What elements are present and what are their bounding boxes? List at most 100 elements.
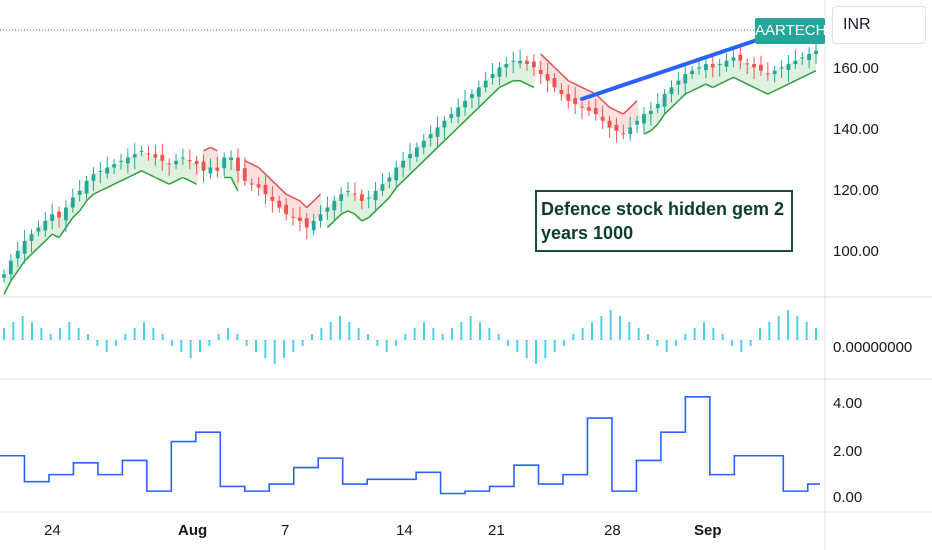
supertrend-line-segment (258, 166, 267, 175)
histogram-bar (675, 340, 677, 346)
time-tick-label: Sep (694, 522, 722, 539)
supertrend-line-segment (182, 176, 191, 182)
histogram-bar (367, 334, 369, 340)
currency-label[interactable]: INR (832, 6, 926, 44)
supertrend-line-segment (292, 196, 301, 202)
histogram-bar (301, 340, 304, 346)
supertrend-line-segment (189, 180, 198, 185)
candle-body (428, 134, 433, 139)
supertrend-line-segment (574, 83, 583, 89)
trend-line[interactable] (580, 38, 759, 101)
histogram-bar (273, 340, 276, 364)
candle-body (222, 157, 227, 169)
candle-body (380, 184, 385, 191)
candle-body (105, 167, 110, 174)
candle-body (587, 107, 591, 111)
histogram-bar (180, 340, 183, 352)
candle-body (786, 64, 791, 71)
time-tick-label: 24 (44, 522, 61, 539)
histogram-bar (96, 340, 99, 346)
ticker-badge[interactable]: AARTECH (755, 18, 826, 44)
histogram-bar (143, 322, 145, 340)
indicator-tick-label: 4.00 (833, 395, 862, 412)
histogram-bar (572, 334, 575, 340)
supertrend-line-segment (51, 233, 60, 239)
histogram-bar (553, 340, 556, 352)
candle-body (690, 70, 695, 75)
candle-body (50, 214, 55, 221)
candle-body (456, 107, 461, 117)
candle-body (242, 168, 247, 181)
supertrend-line-segment (664, 106, 673, 115)
supertrend-line-segment (375, 203, 383, 212)
supertrend-line-segment (726, 76, 734, 82)
supertrend-fill (293, 197, 300, 221)
supertrend-line-segment (161, 180, 170, 185)
supertrend-line-segment (788, 80, 796, 85)
histogram-bar (115, 340, 117, 346)
histogram-bar (815, 328, 817, 340)
histogram-bar (684, 334, 687, 340)
candle-body (394, 167, 399, 181)
histogram-bar (199, 340, 201, 352)
supertrend-fill (533, 54, 541, 88)
supertrend-line-segment (519, 80, 528, 85)
histogram-bar (581, 328, 584, 340)
supertrend-line-segment (795, 76, 803, 82)
supertrend-line-segment (691, 86, 700, 92)
supertrend-line-segment (774, 86, 782, 92)
indicator-panel (0, 395, 820, 495)
supertrend-line-segment (230, 177, 239, 192)
histogram-bar (264, 340, 267, 358)
candle-body (793, 60, 798, 65)
supertrend-line-segment (155, 176, 163, 182)
supertrend-line-segment (650, 123, 659, 132)
histogram-bar (497, 334, 500, 340)
histogram-bar (236, 334, 239, 340)
supertrend-fill (740, 60, 748, 85)
annotation-text-box[interactable]: Defence stock hidden gem 2 years 1000 (535, 190, 793, 252)
histogram-bar (507, 340, 509, 346)
histogram-bar (217, 334, 220, 340)
histogram-bar (376, 340, 379, 346)
candle-body (669, 87, 674, 95)
supertrend-line-segment (402, 173, 411, 182)
time-tick-label: 14 (396, 522, 413, 539)
histogram-bar (124, 334, 127, 340)
histogram-bar (283, 340, 285, 358)
candle-body (15, 250, 20, 259)
histogram-bar (759, 328, 761, 340)
histogram-bar (525, 340, 528, 358)
supertrend-line-segment (203, 146, 211, 152)
supertrend-line-segment (381, 196, 390, 205)
candle-body (43, 220, 48, 231)
histogram-bar (21, 316, 24, 340)
supertrend-line-segment (698, 83, 707, 89)
supertrend-line-segment (93, 190, 101, 195)
supertrend-line-segment (175, 176, 184, 182)
indicator-tick-label: 2.00 (833, 443, 862, 460)
histogram-bar (161, 334, 164, 340)
supertrend-line-segment (395, 180, 404, 189)
candle-body (57, 211, 61, 218)
supertrend-fill (361, 197, 369, 221)
candle-body (752, 64, 756, 68)
histogram-bar (413, 328, 416, 340)
supertrend-line-segment (746, 83, 755, 89)
supertrend-line-segment (271, 180, 280, 189)
histogram-bar (740, 340, 743, 352)
candle-body (566, 94, 571, 101)
supertrend-line-segment (437, 140, 445, 149)
candle-body (208, 167, 213, 174)
candle-body (132, 154, 137, 158)
supertrend-fill (231, 157, 238, 191)
candle-body (421, 140, 426, 148)
histogram-bar (591, 322, 593, 340)
candle-body (91, 174, 96, 181)
candle-body (759, 64, 763, 71)
supertrend-line-segment (37, 240, 46, 249)
histogram-bar (320, 328, 323, 340)
price-panel (2, 41, 818, 295)
histogram-bar (544, 340, 547, 358)
candle-body (414, 147, 419, 157)
